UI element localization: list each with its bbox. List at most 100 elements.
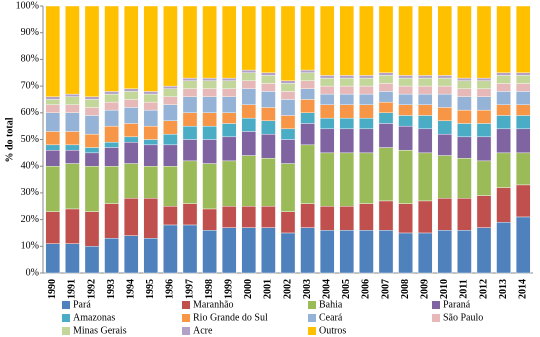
bar-segment [476, 195, 492, 228]
x-tick-label: 1993 [106, 279, 117, 299]
bar-segment [280, 139, 296, 164]
bar-segment [339, 77, 355, 87]
x-tick-label: 1990 [47, 279, 58, 299]
bar-segment [65, 208, 80, 244]
bar-segment [515, 128, 531, 154]
bar-segment [457, 5, 472, 79]
bar-segment [261, 107, 276, 122]
bar-segment [182, 5, 198, 79]
bar-segment [104, 5, 119, 92]
bar-segment [280, 232, 296, 274]
bar-segment [515, 104, 531, 116]
bar-segment [163, 206, 178, 226]
bar-segment [319, 230, 335, 274]
bar-segment [241, 80, 257, 89]
bar-segment [280, 115, 296, 130]
bar-segment [476, 227, 492, 274]
bar-segment [123, 136, 139, 143]
bar-segment [221, 160, 237, 207]
bar-segment [65, 93, 80, 97]
bar-segment [417, 5, 433, 76]
legend-label: Acre [193, 325, 213, 336]
bar-segment [359, 117, 374, 130]
bar-segment [65, 243, 80, 274]
bar-segment [45, 149, 61, 167]
y-tick-label: 0% [26, 267, 39, 278]
bar-segment [398, 203, 413, 234]
bar-segment [182, 139, 198, 162]
y-tick-label: 50% [21, 134, 39, 145]
bar-segment [65, 96, 80, 105]
y-axis-label: % do total [4, 117, 15, 162]
bar-segment [241, 131, 257, 156]
bar-segment [241, 88, 257, 105]
x-tick-label: 1991 [67, 279, 78, 299]
bar-segment [457, 123, 472, 138]
bar-segment [221, 96, 237, 113]
bar-segment [417, 200, 433, 234]
bar-segment [417, 93, 433, 105]
bar-segment [241, 227, 257, 274]
bar-segment [143, 109, 159, 127]
bar-segment [378, 5, 394, 73]
bar-segment [84, 152, 100, 167]
bar-segment [241, 69, 257, 73]
bar-segment [163, 120, 178, 135]
bar-segment [143, 139, 159, 146]
bar-segment [437, 5, 453, 76]
bar-segment [143, 165, 159, 199]
bar-segment [280, 80, 296, 84]
bar-segment [437, 85, 453, 95]
bar-segment [104, 165, 119, 204]
bar-segment [104, 203, 119, 239]
bar-segment [457, 80, 472, 89]
bar-segment [496, 222, 511, 274]
bar-segment [378, 123, 394, 148]
bar-segment [496, 91, 511, 105]
bar-segment [163, 5, 178, 87]
bar-segment [476, 136, 492, 162]
bar-segment [221, 88, 237, 97]
bar-segment [359, 230, 374, 274]
bar-segment [457, 88, 472, 97]
bar-segment [182, 80, 198, 89]
legend-swatch [432, 314, 440, 322]
bar-segment [476, 160, 492, 196]
bar-segment [280, 211, 296, 234]
bar-segment [143, 91, 159, 95]
bar-segment [261, 206, 276, 228]
bar-segment [339, 152, 355, 207]
bar-segment [65, 5, 80, 95]
bar-segment [476, 96, 492, 111]
bar-segment [437, 77, 453, 87]
bar-segment [163, 88, 178, 97]
bar-segment [319, 206, 335, 231]
bar-segment [182, 203, 198, 226]
bar-segment [378, 91, 394, 103]
bar-segment [437, 75, 453, 79]
bar-segment [123, 123, 139, 138]
x-tick-label: 2012 [478, 279, 489, 299]
bar-segment [476, 5, 492, 79]
bar-segment [221, 77, 237, 81]
bar-segment [359, 203, 374, 231]
bar-segment [417, 77, 433, 87]
bar-segment [280, 163, 296, 212]
legend-label: Pará [73, 299, 91, 310]
bar-segment [104, 147, 119, 167]
bar-segment [202, 230, 217, 274]
bar-segment [457, 157, 472, 199]
x-tick-label: 1998 [204, 279, 215, 299]
bar-segment [84, 99, 100, 108]
bar-segment [437, 120, 453, 135]
bar-segment [221, 123, 237, 138]
y-tick-label: 80% [21, 54, 39, 65]
bar-segment [45, 131, 61, 146]
bar-segment [202, 163, 217, 210]
bar-segment [339, 128, 355, 154]
bar-segment [123, 88, 139, 92]
bar-segment [104, 91, 119, 95]
legend-swatch [62, 314, 70, 322]
y-tick-label: 60% [21, 107, 39, 118]
